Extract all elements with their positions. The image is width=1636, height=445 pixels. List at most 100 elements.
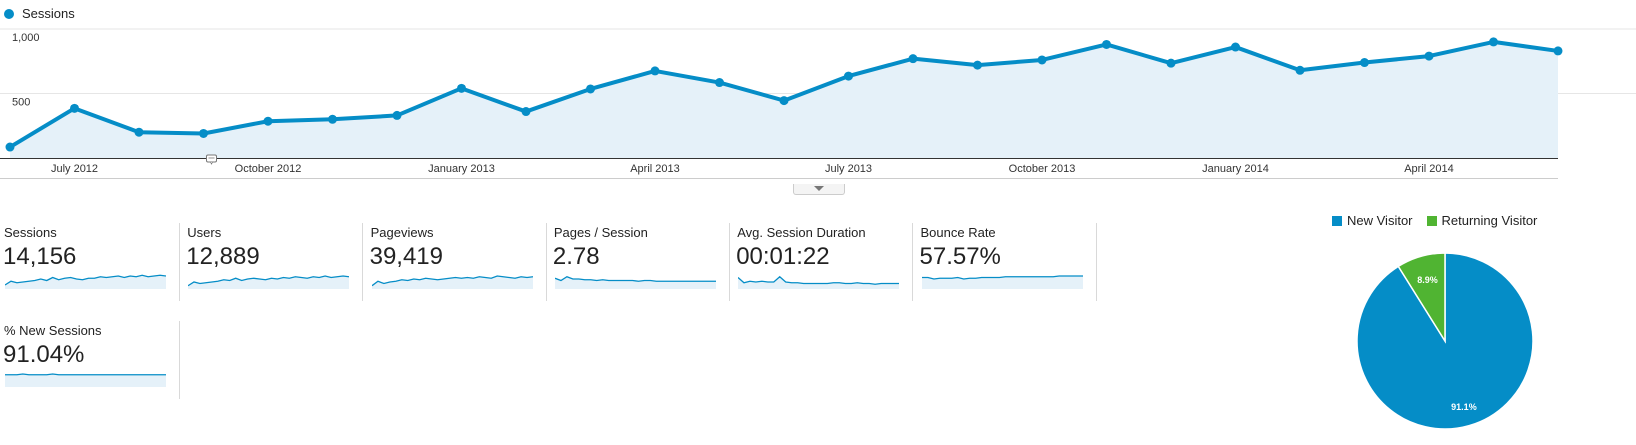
metric-label: Sessions	[4, 225, 57, 240]
metric-label: Avg. Session Duration	[737, 225, 866, 240]
metric-sparkline	[5, 274, 166, 289]
sparkline-line	[371, 275, 533, 287]
metric-label: Bounce Rate	[920, 225, 996, 240]
metric-label: Pageviews	[370, 225, 434, 240]
x-tick-label: January 2014	[1202, 163, 1269, 175]
sparkline-area	[554, 276, 716, 289]
data-point[interactable]	[521, 107, 531, 117]
sparkline-line	[921, 275, 1083, 280]
data-point[interactable]	[1295, 65, 1305, 75]
data-point[interactable]	[650, 66, 660, 76]
data-point[interactable]	[1424, 51, 1434, 61]
data-point[interactable]	[134, 127, 144, 137]
sessions-line-chart[interactable]: 1,000 500 July 2012 October 2012 January 201…	[0, 0, 1636, 200]
metric-value: 12,889	[186, 243, 260, 270]
x-tick-label: July 2012	[51, 163, 98, 175]
data-point[interactable]	[1489, 37, 1498, 47]
metric-bounce-rate[interactable]: Bounce Rate 57.57%	[917, 223, 1097, 303]
sessions-legend-dot-icon	[4, 8, 14, 19]
x-tick-label: April 2013	[630, 163, 680, 175]
pie-slice-label: 8.9%	[1417, 275, 1438, 285]
sparkline-area	[738, 276, 900, 289]
x-tick-label: April 2014	[1404, 163, 1454, 175]
metric-value: 91.04%	[3, 341, 85, 368]
metric-label: Users	[187, 225, 222, 240]
metric-label: Pages / Session	[553, 225, 648, 240]
x-tick-label: October 2013	[1009, 163, 1076, 175]
pie-slice-label: 91.1%	[1451, 402, 1477, 412]
sparkline-line	[5, 373, 166, 376]
metric-value: 00:01:22	[736, 243, 830, 270]
metric-pages-session[interactable]: Pages / Session 2.78	[550, 223, 730, 303]
data-point[interactable]	[457, 83, 466, 93]
data-point[interactable]	[5, 142, 15, 152]
data-point[interactable]	[779, 96, 789, 106]
y-tick-label: 1,000	[12, 32, 40, 44]
data-point[interactable]	[1360, 58, 1369, 68]
pie-slice-returning-visitor[interactable]	[1397, 252, 1446, 344]
chart-legend-label: Sessions	[22, 6, 75, 21]
pie-legend-returning-visitor[interactable]: Returning Visitor	[1426, 213, 1538, 228]
new-visitor-swatch-icon	[1332, 215, 1342, 226]
metric-value: 57.57%	[919, 243, 1001, 270]
sparkline-line	[738, 275, 900, 285]
visitor-type-pie-chart: 91.1% 8.9%	[1356, 252, 1534, 430]
metric-new-sessions[interactable]: % New Sessions 91.04%	[0, 321, 180, 401]
data-point[interactable]	[1037, 55, 1047, 65]
metric-divider	[179, 223, 180, 301]
metric-sessions[interactable]: Sessions 14,156	[0, 223, 180, 303]
metric-avg-session-duration[interactable]: Avg. Session Duration 00:01:22	[733, 223, 914, 303]
data-point[interactable]	[586, 84, 595, 94]
metric-sparkline	[921, 275, 1083, 289]
data-point[interactable]	[70, 103, 79, 113]
data-point[interactable]	[908, 54, 918, 64]
data-point[interactable]	[199, 128, 208, 138]
sparkline-line	[554, 276, 716, 282]
metric-sparkline	[738, 275, 900, 289]
x-tick-label: January 2013	[428, 163, 495, 175]
annotation-marker-icon[interactable]	[206, 154, 217, 165]
x-tick-label: October 2012	[235, 163, 302, 175]
sparkline-line	[188, 275, 350, 287]
data-point[interactable]	[263, 116, 273, 126]
metric-divider	[728, 223, 730, 301]
x-tick-label: July 2013	[825, 163, 872, 175]
collapse-chart-handle[interactable]	[793, 184, 845, 195]
metric-value: 14,156	[3, 243, 77, 270]
data-point[interactable]	[1166, 58, 1176, 68]
chevron-down-icon	[814, 186, 824, 191]
pie-legend: New Visitor Returning Visitor	[1332, 213, 1537, 228]
metric-divider	[362, 223, 364, 301]
metric-sparkline	[5, 373, 166, 387]
sparkline-line	[5, 274, 166, 286]
data-point[interactable]	[328, 114, 337, 124]
sparkline-area	[5, 374, 166, 387]
metric-pageviews[interactable]: Pageviews 39,419	[367, 223, 547, 303]
returning-visitor-swatch-icon	[1426, 215, 1437, 226]
metric-divider	[1095, 223, 1097, 301]
pie-legend-label: New Visitor	[1347, 213, 1413, 228]
sparkline-area	[371, 276, 533, 289]
chart-legend[interactable]: Sessions	[4, 6, 75, 21]
metric-divider	[179, 321, 180, 399]
data-point[interactable]	[1553, 46, 1563, 56]
metric-divider	[545, 223, 547, 301]
data-point[interactable]	[715, 78, 724, 88]
data-point[interactable]	[844, 71, 853, 81]
data-point[interactable]	[1231, 42, 1240, 52]
metric-label: % New Sessions	[4, 323, 102, 338]
metric-users[interactable]: Users 12,889	[183, 223, 364, 303]
metric-sparkline	[188, 275, 350, 289]
pie-legend-label: Returning Visitor	[1441, 213, 1538, 228]
pie-legend-new-visitor[interactable]: New Visitor	[1332, 213, 1413, 228]
metric-value: 2.78	[552, 243, 600, 270]
sessions-area	[10, 41, 1558, 158]
metric-value: 39,419	[369, 243, 443, 270]
sparkline-area	[5, 275, 166, 289]
data-point[interactable]	[1102, 39, 1111, 49]
sparkline-area	[188, 276, 350, 289]
y-tick-label: 500	[12, 97, 30, 109]
data-point[interactable]	[392, 110, 402, 120]
metric-sparkline	[371, 275, 533, 289]
data-point[interactable]	[973, 60, 982, 70]
